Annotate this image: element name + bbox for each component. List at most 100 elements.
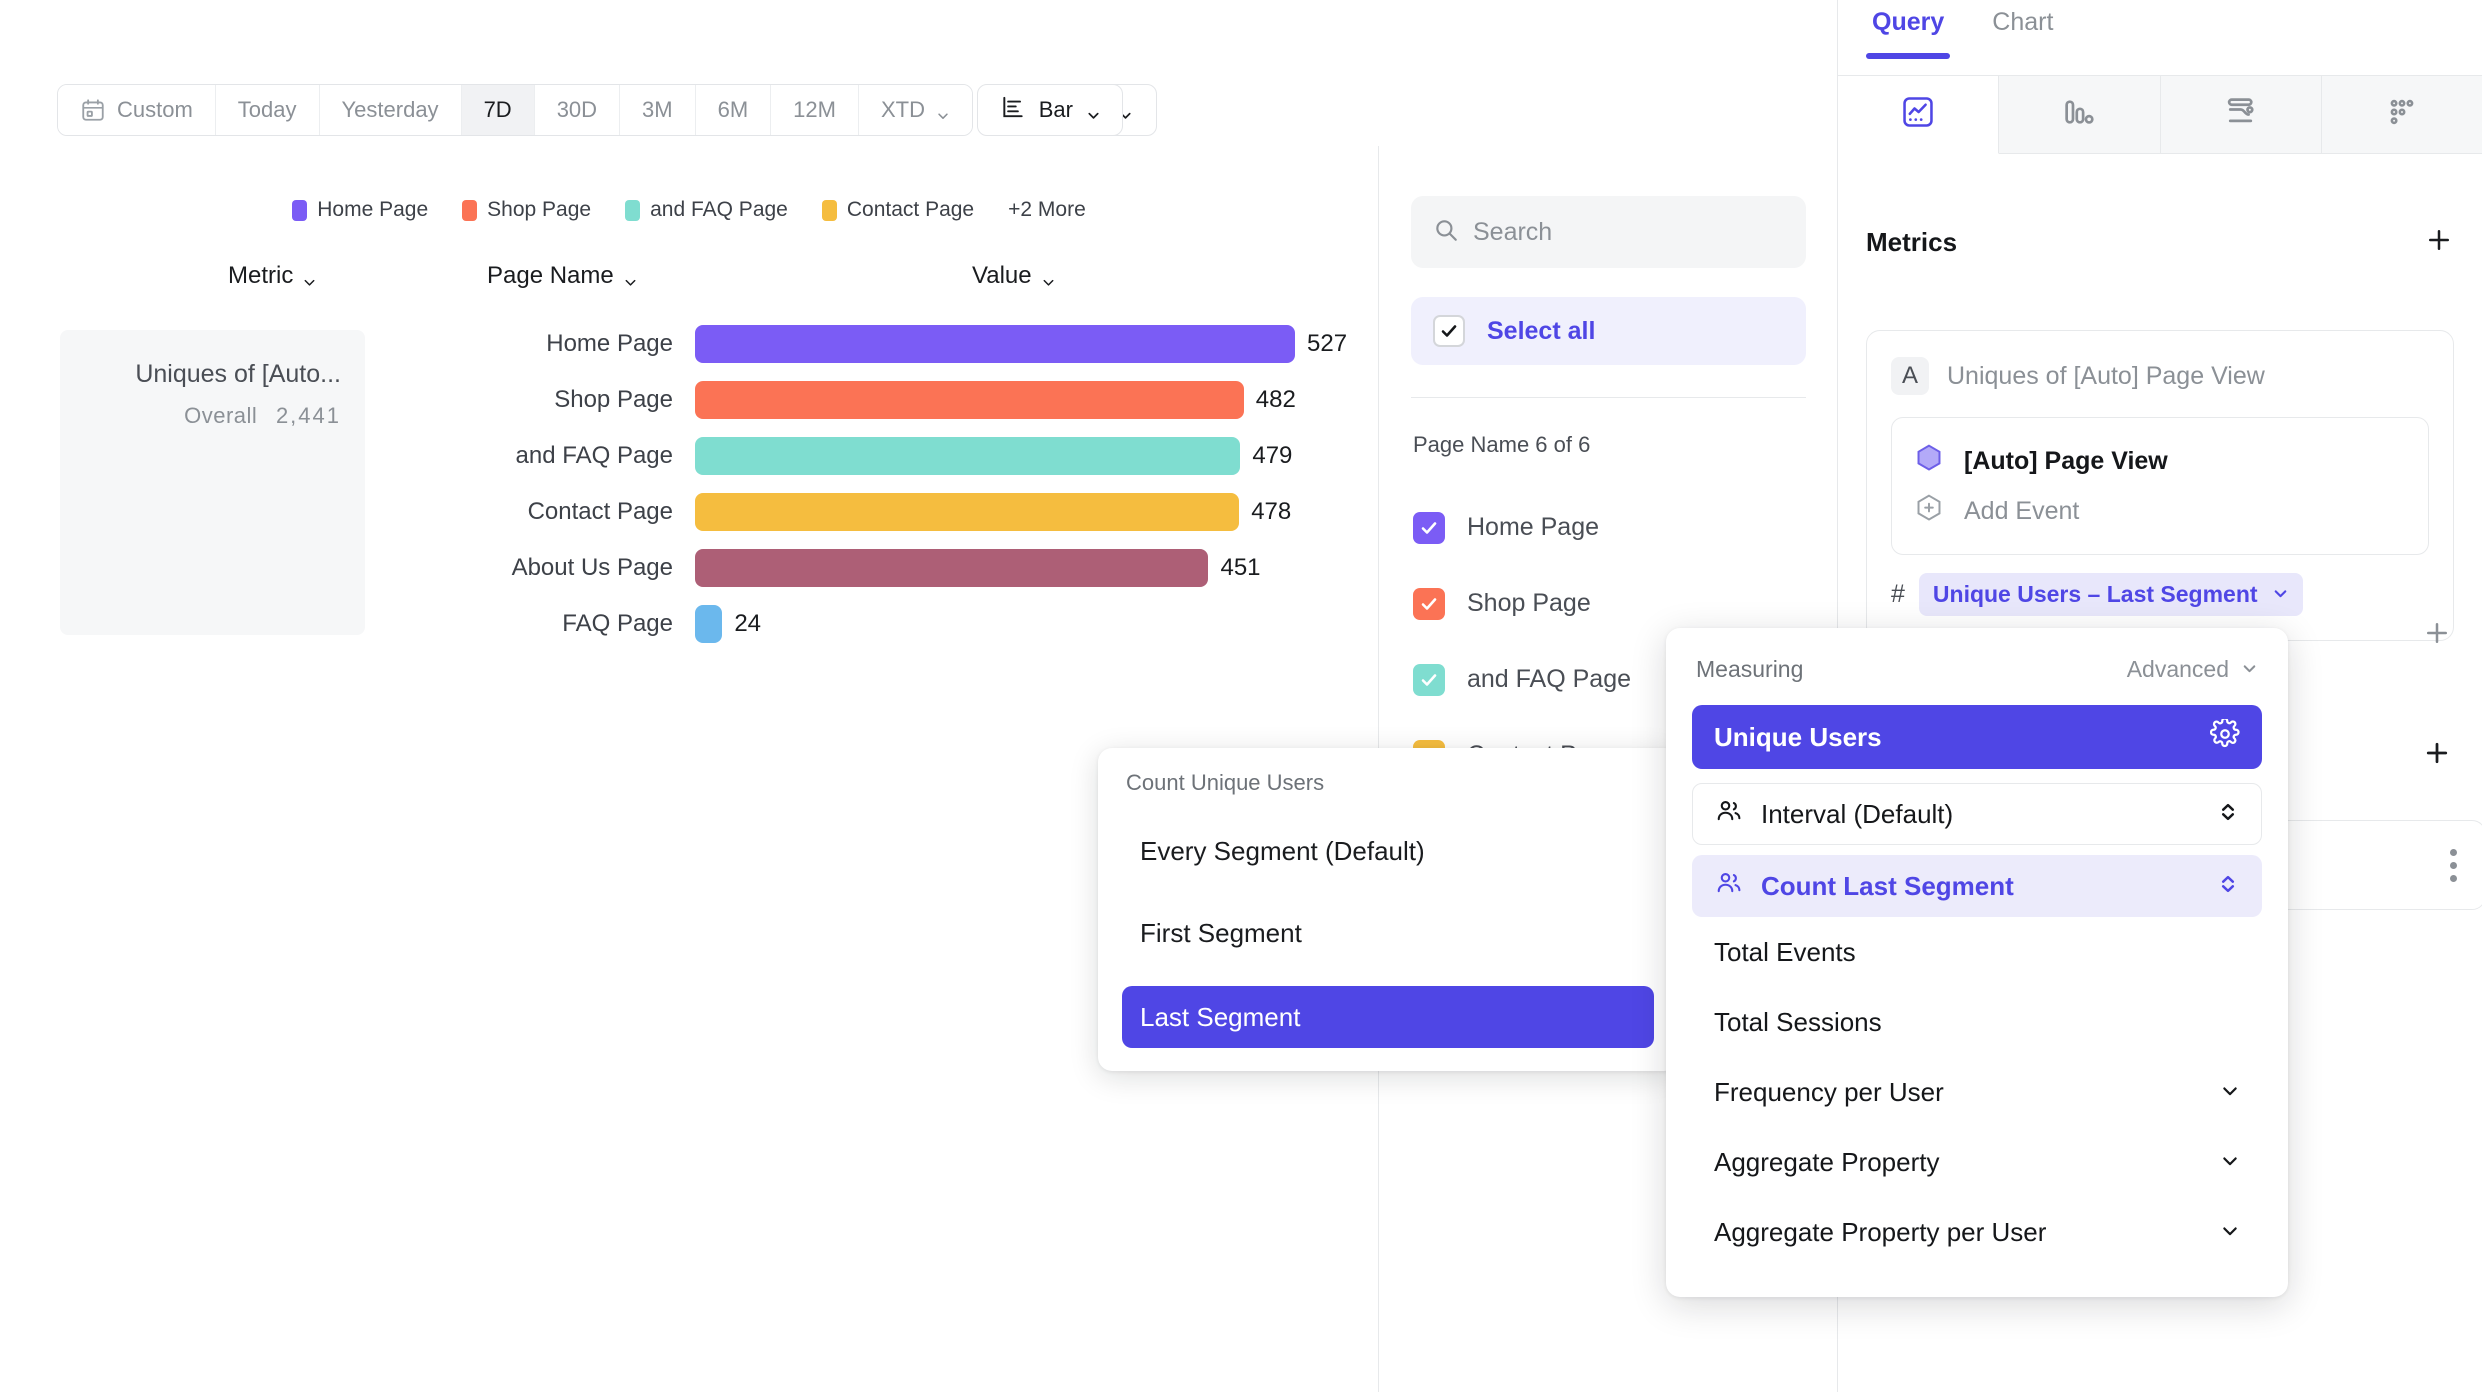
add-filter-button[interactable] — [2422, 615, 2452, 655]
viz-tab-line-chart[interactable] — [1838, 76, 2000, 154]
bar-row: FAQ Page 24 — [380, 596, 1360, 652]
bar-value-label: 478 — [1251, 498, 1292, 525]
dots-grid-icon — [2383, 93, 2421, 136]
measuring-primary-label: Unique Users — [1714, 721, 1882, 752]
bar-category-label: Home Page — [546, 330, 673, 357]
measuring-item-aggregate-property[interactable]: Aggregate Property — [1692, 1127, 2262, 1197]
bar-category-label: About Us Page — [511, 554, 673, 581]
bar-category-label: and FAQ Page — [515, 442, 673, 469]
legend-item-and-faq-page[interactable]: and FAQ Page — [625, 198, 788, 222]
measuring-item-frequency-per-user[interactable]: Frequency per User — [1692, 1057, 2262, 1127]
viz-tab-bar-chart[interactable] — [1999, 76, 2161, 154]
advanced-toggle[interactable]: Advanced — [2127, 656, 2258, 683]
legend-more-button[interactable]: +2 More — [1008, 198, 1086, 221]
users-icon — [1715, 869, 1743, 904]
measuring-label: Measuring — [1696, 656, 1804, 682]
range-label-6m: 6M — [717, 97, 749, 122]
hash-symbol: # — [1891, 580, 1905, 608]
bar-track: 451 — [695, 549, 1360, 587]
tab-query[interactable]: Query — [1866, 4, 1951, 59]
range-button-6m[interactable]: 6M — [695, 85, 772, 135]
metric-summary-card[interactable]: Uniques of [Auto... Overall 2,441 — [60, 330, 365, 635]
legend-swatch — [821, 199, 837, 221]
range-button-today[interactable]: Today — [215, 85, 320, 135]
count-option-label: Every Segment (Default) — [1140, 835, 1425, 866]
bar-value-label: 527 — [1307, 330, 1348, 357]
legend-item-shop-page[interactable]: Shop Page — [462, 198, 591, 222]
add-breakdown-button[interactable] — [2422, 735, 2452, 775]
hexagon-icon — [1912, 442, 1946, 481]
checkbox[interactable] — [1413, 512, 1445, 544]
tab-chart[interactable]: Chart — [1986, 4, 2059, 59]
column-header-metric[interactable]: Metric — [228, 262, 316, 290]
filter-option-and-faq-page[interactable]: and FAQ Page — [1413, 642, 1813, 718]
legend-item-contact-page[interactable]: Contact Page — [821, 198, 974, 222]
count-unique-users-popover: Count Unique Users Every Segment (Defaul… — [1098, 748, 1678, 1071]
filter-option-label: Shop Page — [1467, 589, 1591, 618]
viz-tab-flow[interactable] — [2160, 76, 2322, 154]
select-all-row[interactable]: Select all — [1411, 297, 1806, 365]
metric-block-header: A Uniques of [Auto] Page View — [1891, 357, 2429, 395]
range-button-xtd[interactable]: XTD — [858, 85, 972, 135]
viz-tab-dots-grid[interactable] — [2321, 76, 2482, 154]
measure-chip[interactable]: Unique Users – Last Segment — [1918, 573, 2303, 616]
legend-item-home-page[interactable]: Home Page — [292, 198, 428, 222]
bar-chart: Home Page 527 Shop Page 482 and FAQ Page 479 C… — [380, 316, 1360, 652]
measuring-item-aggregate-property-per-user[interactable]: Aggregate Property per User — [1692, 1197, 2262, 1267]
measuring-item-total-sessions[interactable]: Total Sessions — [1692, 987, 2262, 1057]
bar-fill[interactable] — [695, 437, 1241, 475]
bar-value-label: 479 — [1252, 442, 1293, 469]
tab-query-label: Query — [1872, 8, 1945, 36]
count-option-last-segment[interactable]: Last Segment — [1122, 986, 1654, 1048]
gear-icon[interactable] — [2209, 716, 2240, 756]
range-button-7d[interactable]: 7D — [461, 85, 535, 135]
chart-type-dropdown[interactable]: Bar — [976, 84, 1123, 136]
range-label-3m: 3M — [642, 97, 673, 122]
legend-swatch — [292, 199, 308, 221]
count-option-every-segment[interactable]: Every Segment (Default) — [1122, 822, 1654, 880]
metric-block-title[interactable]: Uniques of [Auto] Page View — [1947, 361, 2265, 390]
measuring-select-interval[interactable]: Interval (Default) — [1692, 783, 2262, 845]
line-chart-icon — [1899, 93, 1937, 136]
legend-swatch — [462, 199, 478, 221]
measure-row: # Unique Users – Last Segment — [1891, 573, 2429, 616]
bar-value-label: 482 — [1255, 386, 1296, 413]
range-button-12m[interactable]: 12M — [771, 85, 859, 135]
measuring-primary-unique-users[interactable]: Unique Users — [1692, 705, 2262, 769]
filter-option-home-page[interactable]: Home Page — [1413, 490, 1813, 566]
count-option-label: First Segment — [1140, 917, 1302, 948]
chart-legend: Home Page Shop Page and FAQ Page Contact… — [0, 198, 1378, 222]
add-metric-button[interactable] — [2424, 222, 2454, 262]
metric-card-overall: Overall 2,441 — [84, 403, 341, 429]
measuring-item-total-events[interactable]: Total Events — [1692, 917, 2262, 987]
checkbox[interactable] — [1413, 588, 1445, 620]
range-button-3m[interactable]: 3M — [620, 85, 696, 135]
range-button-30d[interactable]: 30D — [534, 85, 621, 135]
bar-fill[interactable] — [695, 325, 1295, 363]
chevron-down-icon — [2241, 656, 2258, 683]
checkbox[interactable] — [1413, 664, 1445, 696]
bar-fill[interactable] — [695, 381, 1244, 419]
column-header-page-name[interactable]: Page Name — [487, 262, 637, 290]
filter-option-label: and FAQ Page — [1467, 665, 1632, 694]
range-label-7d: 7D — [483, 97, 512, 122]
add-event-row[interactable]: Add Event — [1912, 486, 2408, 536]
search-input[interactable]: Search — [1411, 196, 1806, 268]
checkbox-select-all[interactable] — [1433, 315, 1465, 347]
column-header-value[interactable]: Value — [972, 262, 1055, 290]
date-range-group: Custom Today Yesterday 7D 30D 3M 6M 12M … — [57, 84, 973, 136]
measuring-select-count-last-segment[interactable]: Count Last Segment — [1692, 855, 2262, 917]
range-button-yesterday[interactable]: Yesterday — [319, 85, 462, 135]
kebab-menu-icon[interactable] — [2450, 848, 2457, 882]
filter-option-shop-page[interactable]: Shop Page — [1413, 566, 1813, 642]
legend-label: Home Page — [317, 198, 429, 221]
range-button-custom[interactable]: Custom — [58, 85, 216, 135]
bar-fill[interactable] — [695, 493, 1240, 531]
chevron-down-icon — [2220, 1147, 2240, 1178]
event-row[interactable]: [Auto] Page View — [1912, 436, 2408, 486]
bar-fill[interactable] — [695, 549, 1209, 587]
bar-category-label: Contact Page — [527, 498, 673, 525]
metric-card-overall-value: 2,441 — [275, 402, 341, 428]
bar-fill[interactable] — [695, 605, 723, 643]
count-option-first-segment[interactable]: First Segment — [1122, 904, 1654, 962]
